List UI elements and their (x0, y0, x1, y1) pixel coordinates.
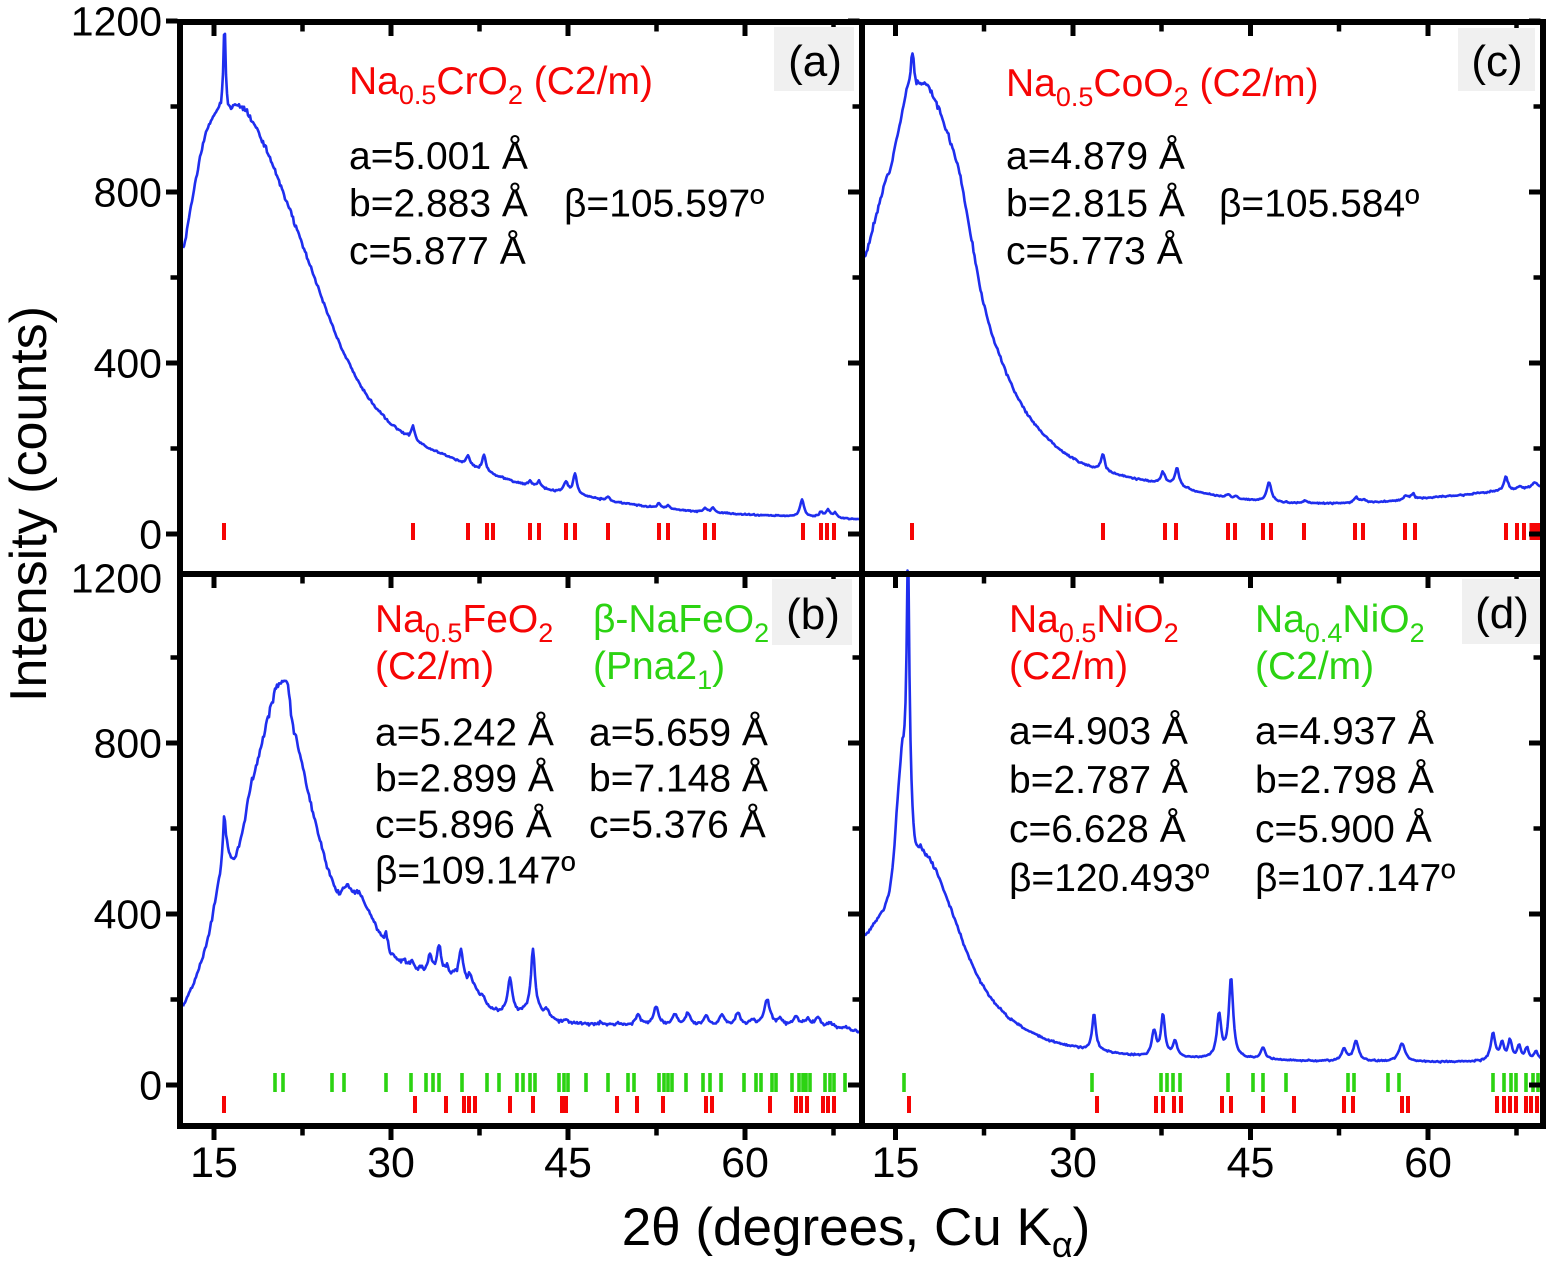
svg-text:β=107.147º: β=107.147º (1255, 857, 1455, 900)
svg-text:Na0.5CrO2 (C2/m): Na0.5CrO2 (C2/m) (349, 60, 653, 110)
svg-text:30: 30 (367, 1139, 415, 1187)
svg-text:800: 800 (94, 721, 162, 767)
svg-text:a=5.242 Å: a=5.242 Å (375, 711, 554, 755)
svg-text:(C2/m): (C2/m) (375, 645, 494, 688)
svg-text:(c): (c) (1471, 37, 1522, 86)
svg-text:β-NaFeO2: β-NaFeO2 (593, 598, 769, 648)
svg-text:0: 0 (139, 512, 162, 558)
svg-text:45: 45 (1227, 1139, 1275, 1187)
svg-text:0: 0 (139, 1063, 162, 1109)
svg-text:45: 45 (544, 1139, 592, 1187)
svg-text:c=5.896 Å: c=5.896 Å (375, 802, 552, 846)
svg-text:400: 400 (94, 892, 162, 938)
svg-text:(C2/m): (C2/m) (1255, 645, 1374, 688)
svg-text:(b): (b) (786, 590, 840, 639)
svg-text:c=5.877 Å: c=5.877 Å (349, 229, 526, 273)
svg-text:b=7.148 Å: b=7.148 Å (589, 757, 768, 801)
svg-text:400: 400 (94, 341, 162, 387)
svg-text:a=4.937 Å: a=4.937 Å (1255, 709, 1434, 753)
svg-text:β=109.147º: β=109.147º (375, 849, 575, 892)
svg-text:β=105.584º: β=105.584º (1219, 183, 1419, 226)
svg-text:60: 60 (721, 1139, 769, 1187)
svg-text:(a): (a) (788, 37, 842, 86)
svg-text:15: 15 (190, 1139, 238, 1187)
svg-text:c=6.628 Å: c=6.628 Å (1009, 807, 1186, 851)
svg-text:15: 15 (872, 1139, 920, 1187)
svg-text:b=2.883 Å: b=2.883 Å (349, 182, 528, 226)
svg-text:b=2.899 Å: b=2.899 Å (375, 757, 554, 801)
svg-text:2θ (degrees, Cu Kα): 2θ (degrees, Cu Kα) (622, 1198, 1091, 1265)
svg-text:b=2.815 Å: b=2.815 Å (1006, 182, 1185, 226)
svg-text:c=5.376 Å: c=5.376 Å (589, 802, 766, 846)
svg-text:1200: 1200 (71, 556, 162, 602)
svg-text:b=2.798 Å: b=2.798 Å (1255, 758, 1434, 802)
svg-text:800: 800 (94, 170, 162, 216)
svg-text:30: 30 (1049, 1139, 1097, 1187)
svg-text:1200: 1200 (71, 0, 162, 45)
svg-text:β=105.597º: β=105.597º (564, 183, 764, 226)
svg-text:a=5.001 Å: a=5.001 Å (349, 134, 528, 178)
svg-text:c=5.900 Å: c=5.900 Å (1255, 807, 1432, 851)
svg-text:b=2.787 Å: b=2.787 Å (1009, 758, 1188, 802)
svg-text:Na0.5NiO2: Na0.5NiO2 (1009, 598, 1179, 648)
svg-text:Na0.5FeO2: Na0.5FeO2 (375, 598, 553, 648)
svg-text:60: 60 (1404, 1139, 1452, 1187)
svg-text:c=5.773 Å: c=5.773 Å (1006, 229, 1183, 273)
svg-text:a=4.903 Å: a=4.903 Å (1009, 709, 1188, 753)
svg-text:β=120.493º: β=120.493º (1009, 857, 1209, 900)
svg-text:Intensity (counts): Intensity (counts) (0, 306, 58, 702)
svg-text:Na0.5CoO2 (C2/m): Na0.5CoO2 (C2/m) (1006, 62, 1319, 112)
svg-text:a=4.879 Å: a=4.879 Å (1006, 134, 1185, 178)
svg-text:a=5.659 Å: a=5.659 Å (589, 711, 768, 755)
svg-text:(d): (d) (1475, 589, 1529, 638)
svg-text:(C2/m): (C2/m) (1009, 645, 1128, 688)
